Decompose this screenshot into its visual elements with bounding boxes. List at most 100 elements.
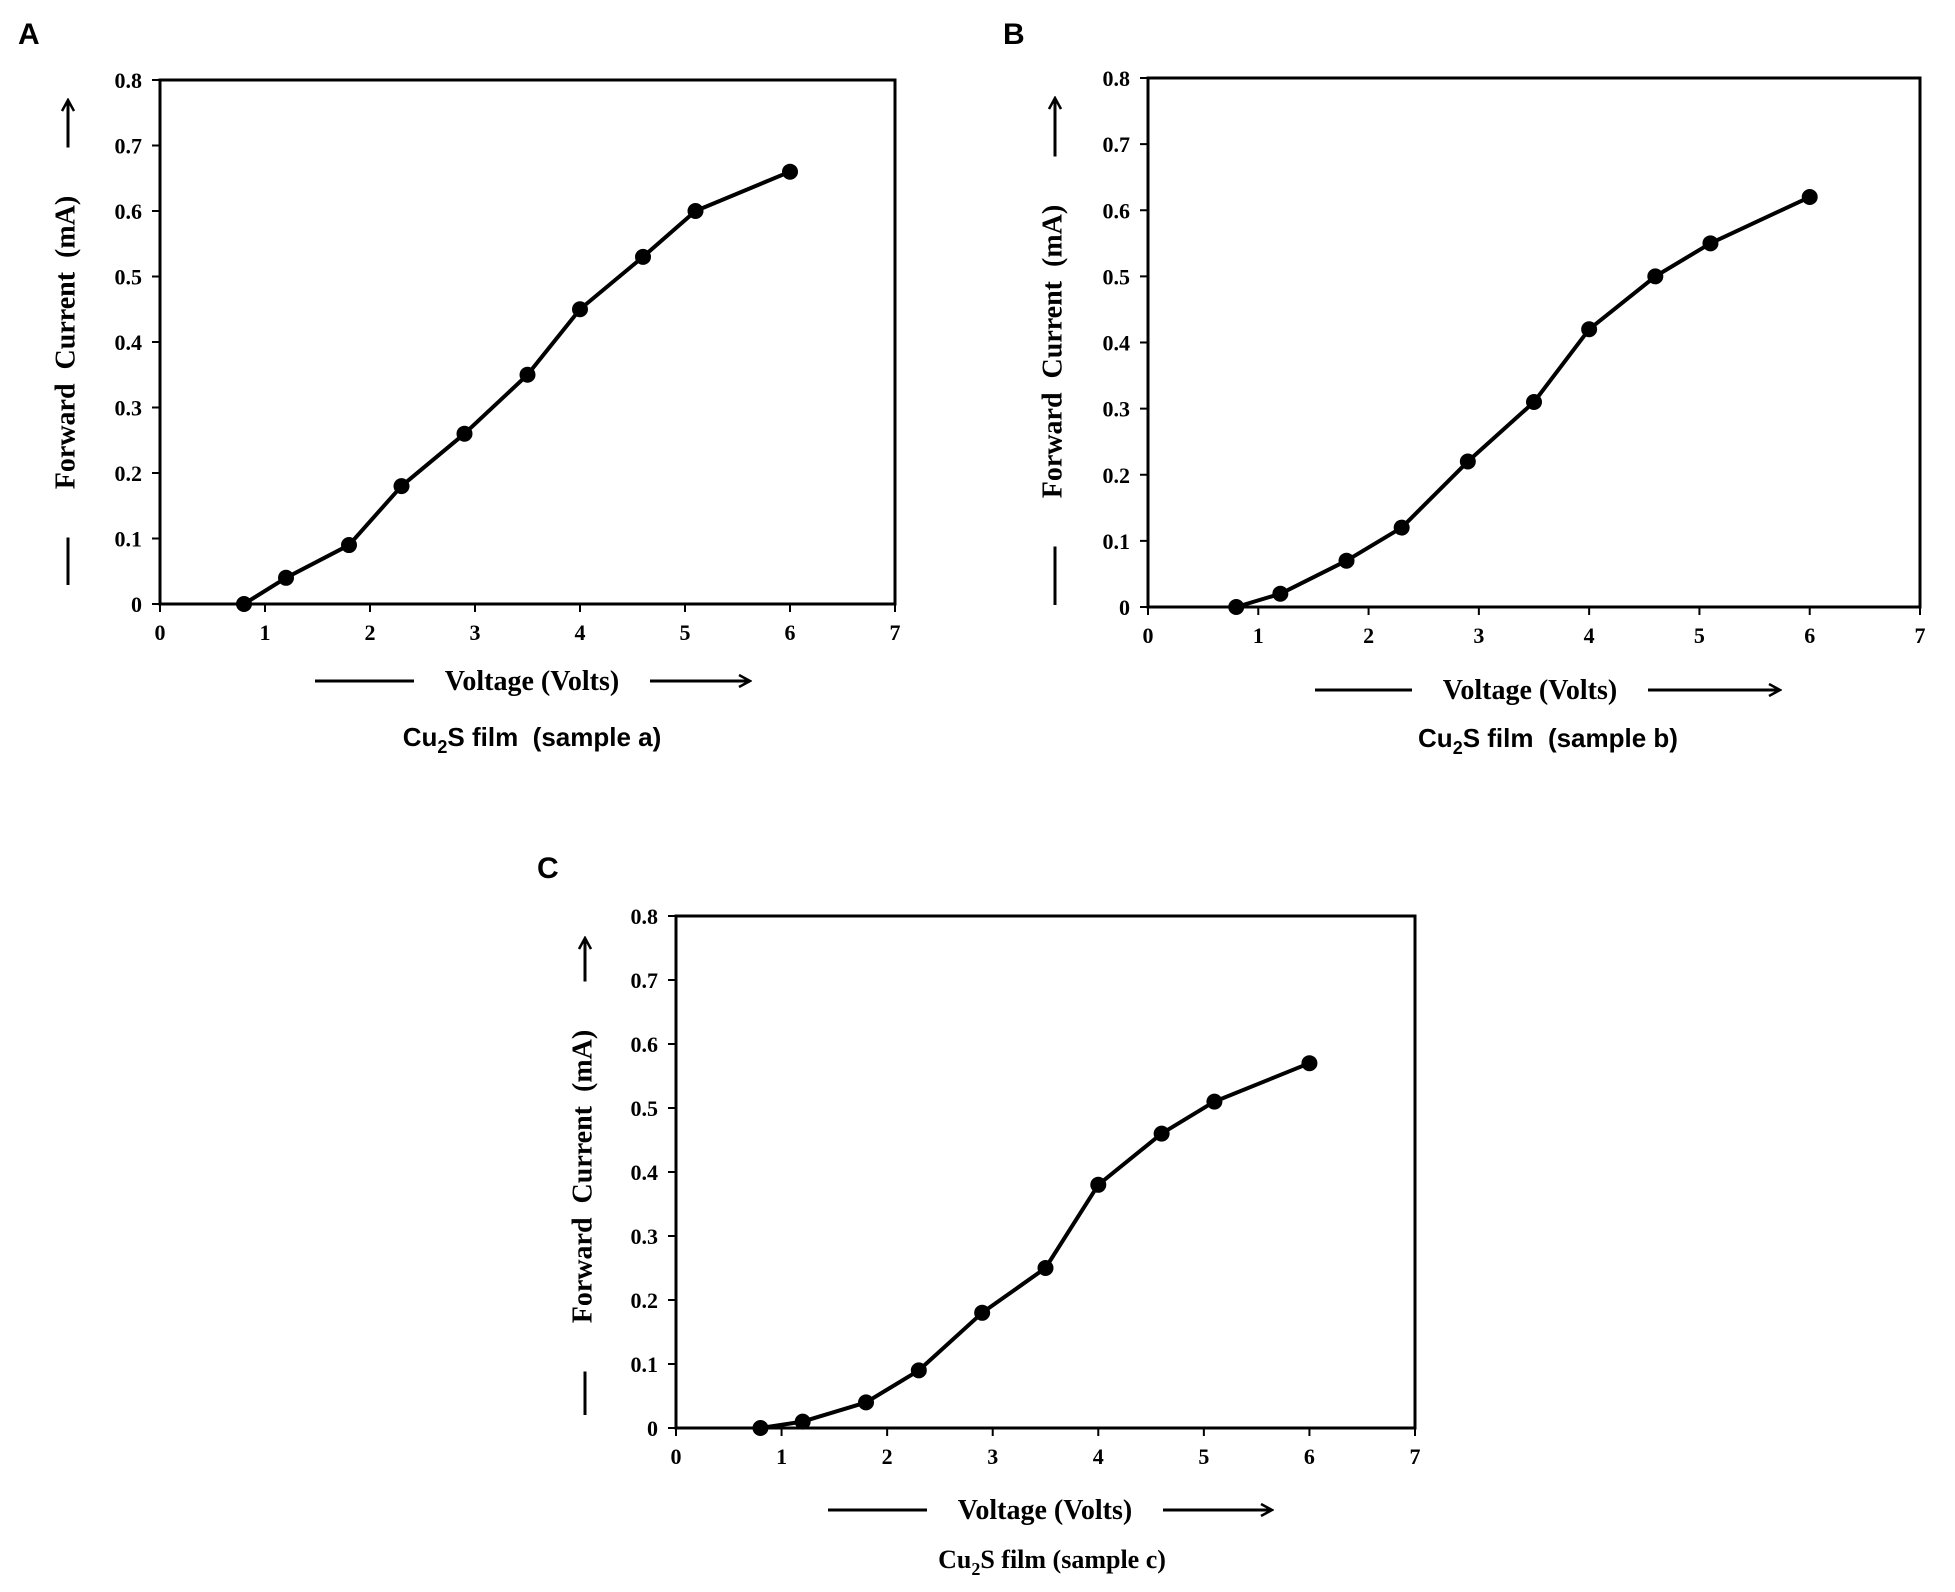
y-tick-label: 0.2 — [631, 1288, 659, 1313]
x-tick-label: 6 — [785, 620, 796, 645]
data-point — [341, 537, 357, 554]
y-tick-label: 0.1 — [631, 1352, 659, 1377]
y-tick-label: 0.3 — [631, 1224, 659, 1249]
plot-frame — [674, 914, 1417, 1430]
x-tick-label: 4 — [1093, 1444, 1104, 1469]
y-tick-label: 0.4 — [115, 330, 143, 355]
chart-caption: Cu2S film (sample a) — [403, 722, 662, 757]
chart-panel-a: A 0 0.1 0.2 0.3 0.4 0.5 0.6 0.7 0.8 0 1 2 3 4 5 6 7 Forwar… — [18, 18, 901, 757]
y-tick-label: 0.8 — [631, 904, 659, 929]
y-tick-label: 0.1 — [115, 527, 143, 552]
data-point — [635, 248, 651, 265]
x-tick-label: 7 — [890, 620, 901, 645]
chart-panel-c: C 0 0.1 0.2 0.3 0.4 0.5 0.6 0.7 0.8 0 1 2 3 4 5 6 7 Forwar… — [537, 852, 1421, 1579]
x-tick-label: 3 — [987, 1444, 998, 1469]
y-tick-label: 0 — [647, 1416, 658, 1441]
y-tick-label: 0.2 — [115, 461, 143, 486]
data-point — [393, 478, 410, 495]
data-point — [1647, 268, 1664, 285]
data-point — [1459, 453, 1476, 470]
x-tick-label: 2 — [882, 1444, 893, 1469]
y-tick-label: 0.4 — [1103, 331, 1131, 356]
data-point — [1153, 1125, 1170, 1142]
y-tick-label: 0.5 — [115, 265, 143, 290]
data-point — [1301, 1055, 1318, 1072]
x-tick-label: 0 — [671, 1444, 682, 1469]
series-line — [1235, 195, 1811, 609]
data-point — [794, 1413, 811, 1430]
data-point — [910, 1362, 927, 1379]
x-tick-label: 0 — [155, 620, 166, 645]
y-tick-label: 0.6 — [631, 1032, 659, 1057]
data-point — [687, 203, 704, 219]
data-point — [1090, 1176, 1107, 1193]
x-tick-label: 0 — [1143, 623, 1154, 648]
panel-letter: C — [537, 852, 559, 885]
series-line — [760, 1061, 1311, 1430]
x-tick-label: 2 — [365, 620, 376, 645]
y-tick-label: 0.7 — [115, 134, 143, 159]
x-tick-label: 4 — [1584, 623, 1595, 648]
y-tick-label: 0.5 — [1103, 264, 1131, 289]
data-point — [974, 1304, 991, 1321]
data-point — [1037, 1260, 1054, 1276]
x-axis-title: Voltage (Volts) — [445, 666, 619, 697]
x-tick-label: 7 — [1410, 1444, 1421, 1469]
data-point — [278, 569, 294, 586]
y-tick-label: 0.8 — [1103, 66, 1131, 91]
data-point — [1581, 321, 1598, 338]
data-point — [1702, 235, 1719, 252]
x-tick-label: 2 — [1363, 623, 1374, 648]
y-tick-label: 0 — [1119, 595, 1130, 620]
x-tick-label: 1 — [260, 620, 271, 645]
x-tick-label: 6 — [1304, 1444, 1315, 1469]
y-tick-label: 0.5 — [631, 1096, 659, 1121]
x-tick-label: 4 — [575, 620, 586, 645]
panel-letter: A — [18, 18, 40, 51]
x-tick-label: 7 — [1915, 623, 1926, 648]
y-tick-label: 0.7 — [631, 968, 659, 993]
y-tick-label: 0.8 — [115, 68, 143, 93]
y-tick-label: 0.6 — [115, 199, 143, 224]
plot-frame — [158, 78, 897, 606]
data-point — [1393, 519, 1410, 536]
data-point — [858, 1394, 875, 1411]
data-point — [1526, 394, 1542, 411]
y-tick-label: 0.2 — [1103, 463, 1131, 488]
y-axis-title: Forward Current (mA) — [1037, 205, 1068, 498]
data-point — [1228, 599, 1245, 615]
data-point — [782, 163, 798, 180]
data-point — [1801, 189, 1818, 206]
data-point — [519, 366, 536, 383]
x-tick-label: 1 — [1253, 623, 1264, 648]
x-axis-title: Voltage (Volts) — [1443, 675, 1617, 706]
x-tick-label: 1 — [776, 1444, 787, 1469]
plot-frame — [1146, 76, 1922, 609]
x-tick-label: 3 — [470, 620, 481, 645]
x-tick-label: 5 — [680, 620, 691, 645]
chart-panel-b: B 0 0.1 0.2 0.3 0.4 0.5 0.6 0.7 0.8 0 1 2 3 4 5 6 7 Forwar… — [1003, 18, 1926, 758]
chart-caption: Cu2S film (sample b) — [1418, 723, 1678, 758]
data-point — [1338, 552, 1355, 569]
series-line — [242, 169, 791, 606]
x-tick-label: 6 — [1804, 623, 1815, 648]
data-point — [456, 425, 473, 442]
y-tick-label: 0 — [131, 592, 142, 617]
data-point — [752, 1420, 769, 1436]
x-tick-label: 5 — [1198, 1444, 1209, 1469]
x-axis-title: Voltage (Volts) — [958, 1495, 1132, 1526]
panel-letter: B — [1003, 18, 1025, 51]
y-tick-label: 0.1 — [1103, 529, 1131, 554]
y-tick-label: 0.3 — [115, 396, 143, 421]
y-tick-label: 0.6 — [1103, 198, 1131, 223]
y-tick-label: 0.7 — [1103, 132, 1131, 157]
y-axis-title: Forward Current (mA) — [567, 1030, 598, 1323]
y-tick-label: 0.3 — [1103, 397, 1131, 422]
data-point — [1272, 585, 1289, 602]
y-axis-title: Forward Current (mA) — [50, 196, 81, 489]
chart-caption: Cu2S film (sample c) — [938, 1545, 1166, 1579]
y-tick-label: 0.4 — [631, 1160, 659, 1185]
x-tick-label: 3 — [1473, 623, 1484, 648]
data-point — [1206, 1093, 1223, 1110]
